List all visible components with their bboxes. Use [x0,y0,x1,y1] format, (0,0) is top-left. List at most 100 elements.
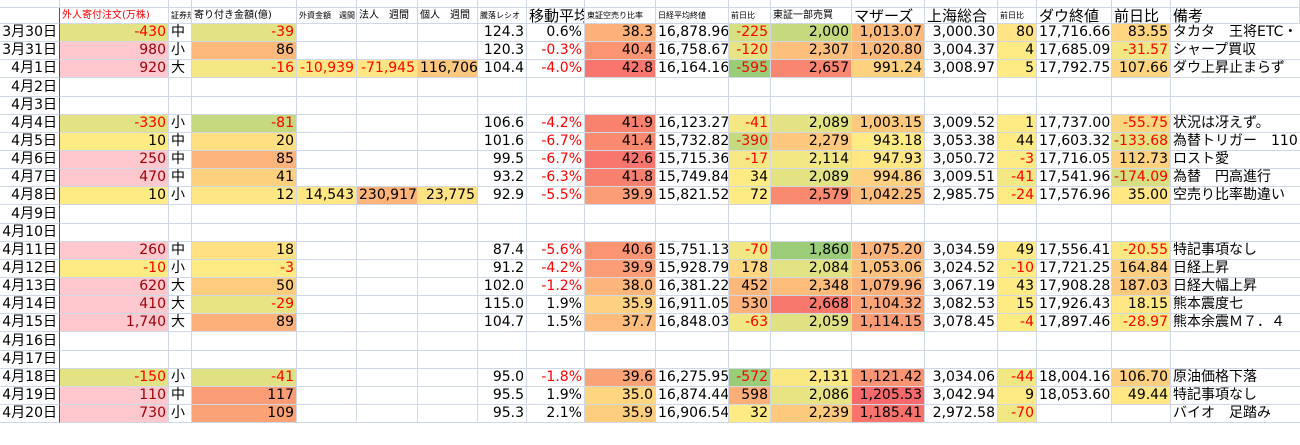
cell-dow-change[interactable]: 112.73 [1112,151,1171,169]
cell-advance-decline-ratio[interactable] [478,351,527,369]
cell-advance-decline-ratio[interactable]: 91.2 [478,260,527,278]
cell-shanghai[interactable]: 3,009.52 [925,115,998,133]
cell-moving-average[interactable]: -1.2% [527,278,585,296]
cell-dow-close[interactable] [1037,405,1112,423]
header-shanghai[interactable]: 上海総合 [925,8,998,24]
cell-remarks[interactable] [1171,332,1300,351]
cell-dow-close[interactable]: 17,716.66 [1037,24,1112,42]
cell-corporate-weekly[interactable] [357,97,418,115]
cell-nikkei-close[interactable] [656,224,729,242]
cell-shanghai[interactable]: 2,985.75 [925,187,998,205]
cell-scale[interactable]: 小 [169,369,192,387]
cell-dow-close[interactable]: 17,603.32 [1037,133,1112,151]
cell-opening-amount[interactable]: 89 [192,314,297,332]
cell-short-sell-ratio[interactable]: 42.6 [585,151,656,169]
cell-partial-row[interactable] [998,0,1037,8]
cell-dow-close[interactable]: 18,053.60 [1037,387,1112,405]
cell-opening-amount[interactable]: 109 [192,405,297,423]
row-date-label[interactable]: 4月9日 [0,205,60,224]
cell-nikkei-change[interactable] [729,97,771,115]
cell-tse1-volume[interactable]: 2,089 [771,115,852,133]
cell-dow-change[interactable]: 164.84 [1112,260,1171,278]
cell-partial-row[interactable] [60,0,169,8]
cell-mothers[interactable] [852,351,925,369]
cell-opening-amount[interactable]: 50 [192,278,297,296]
cell-shanghai[interactable]: 3,053.38 [925,133,998,151]
header-moving-average[interactable]: 移動平均 [527,8,585,24]
cell-remarks[interactable]: 特記事項なし [1171,387,1300,405]
cell-dow-change[interactable] [1112,78,1171,97]
row-date-label[interactable]: 4月3日 [0,97,60,115]
cell-foreign-order[interactable]: 10 [60,187,169,205]
cell-remarks[interactable]: バイオ 足踏み [1171,405,1300,423]
cell-nikkei-change[interactable]: -572 [729,369,771,387]
cell-shanghai[interactable] [925,224,998,242]
cell-advance-decline-ratio[interactable]: 99.5 [478,151,527,169]
cell-shanghai[interactable] [925,205,998,224]
cell-tse1-volume[interactable]: 2,084 [771,260,852,278]
cell-foreign-order[interactable]: 10 [60,133,169,151]
header-individual-weekly[interactable]: 個人 週間 [418,8,478,24]
cell-mothers[interactable]: 1,121.42 [852,369,925,387]
cell-remarks[interactable]: 日経上昇 [1171,260,1300,278]
cell-tse1-volume[interactable]: 2,348 [771,278,852,296]
cell-mothers[interactable]: 1,079.96 [852,278,925,296]
cell-dow-change[interactable]: 49.44 [1112,387,1171,405]
cell-partial-row[interactable] [418,0,478,8]
cell-advance-decline-ratio[interactable]: 101.6 [478,133,527,151]
cell-moving-average[interactable]: 1.9% [527,296,585,314]
cell-short-sell-ratio[interactable]: 35.9 [585,405,656,423]
cell-foreign-weekly[interactable] [297,278,357,296]
cell-advance-decline-ratio[interactable]: 104.7 [478,314,527,332]
cell-moving-average[interactable]: 0.6% [527,24,585,42]
cell-short-sell-ratio[interactable]: 41.8 [585,169,656,187]
cell-short-sell-ratio[interactable]: 38.0 [585,278,656,296]
cell-dow-change[interactable]: -28.97 [1112,314,1171,332]
cell-nikkei-change[interactable]: -41 [729,115,771,133]
cell-partial-row[interactable] [357,0,418,8]
cell-tse1-volume[interactable]: 1,860 [771,242,852,260]
cell-remarks[interactable]: シャープ買収 [1171,42,1300,60]
cell-dow-close[interactable]: 17,792.75 [1037,60,1112,78]
cell-remarks[interactable] [1171,224,1300,242]
cell-shanghai-change[interactable]: 1 [998,115,1037,133]
cell-dow-change[interactable] [1112,351,1171,369]
cell-remarks[interactable]: タカタ 王将ETC・ [1171,24,1300,42]
cell-shanghai-change[interactable] [998,332,1037,351]
cell-nikkei-close[interactable] [656,351,729,369]
cell-dow-change[interactable] [1112,405,1171,423]
cell-dow-change[interactable]: 106.70 [1112,369,1171,387]
cell-scale[interactable]: 小 [169,187,192,205]
row-date-label[interactable]: 4月16日 [0,332,60,351]
cell-shanghai-change[interactable]: 43 [998,278,1037,296]
cell-tse1-volume[interactable]: 2,000 [771,24,852,42]
cell-nikkei-change[interactable]: -63 [729,314,771,332]
cell-nikkei-change[interactable]: 178 [729,260,771,278]
cell-advance-decline-ratio[interactable]: 87.4 [478,242,527,260]
cell-short-sell-ratio[interactable] [585,205,656,224]
cell-individual-weekly[interactable] [418,224,478,242]
cell-moving-average[interactable]: 2.1% [527,405,585,423]
cell-remarks[interactable]: 特記事項なし [1171,242,1300,260]
cell-foreign-weekly[interactable] [297,351,357,369]
cell-short-sell-ratio[interactable]: 41.9 [585,115,656,133]
cell-remarks[interactable]: 為替 円高進行 [1171,169,1300,187]
cell-dow-change[interactable] [1112,97,1171,115]
cell-foreign-weekly[interactable] [297,242,357,260]
cell-dow-change[interactable]: -133.68 [1112,133,1171,151]
cell-opening-amount[interactable] [192,351,297,369]
cell-shanghai[interactable]: 2,972.58 [925,405,998,423]
cell-partial-row[interactable] [925,0,998,8]
cell-shanghai-change[interactable]: -41 [998,169,1037,187]
cell-moving-average[interactable]: -6.7% [527,133,585,151]
cell-nikkei-change[interactable] [729,78,771,97]
cell-short-sell-ratio[interactable]: 41.4 [585,133,656,151]
cell-scale[interactable]: 中 [169,151,192,169]
cell-nikkei-close[interactable]: 15,928.79 [656,260,729,278]
cell-foreign-order[interactable]: 260 [60,242,169,260]
cell-individual-weekly[interactable] [418,314,478,332]
cell-corporate-weekly[interactable] [357,314,418,332]
cell-foreign-weekly[interactable] [297,224,357,242]
cell-nikkei-close[interactable]: 15,732.82 [656,133,729,151]
header-nikkei-change[interactable]: 前日比 [729,8,771,24]
